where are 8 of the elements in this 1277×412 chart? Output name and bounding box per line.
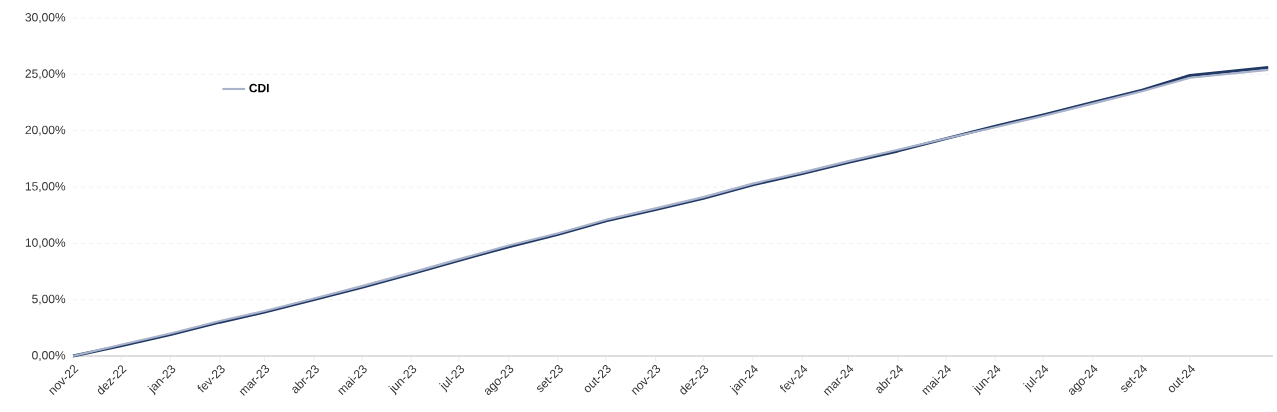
y-tick-label: 25,00% xyxy=(25,69,66,80)
y-tick-label: 5,00% xyxy=(32,294,66,305)
y-tick-label: 15,00% xyxy=(25,182,66,192)
legend-label: CDI xyxy=(249,83,269,93)
y-tick-label: 10,00% xyxy=(25,238,66,249)
y-tick-label: 20,00% xyxy=(25,125,66,136)
y-tick-label: 0,00% xyxy=(32,351,66,361)
y-tick-label: 30,00% xyxy=(25,13,66,23)
